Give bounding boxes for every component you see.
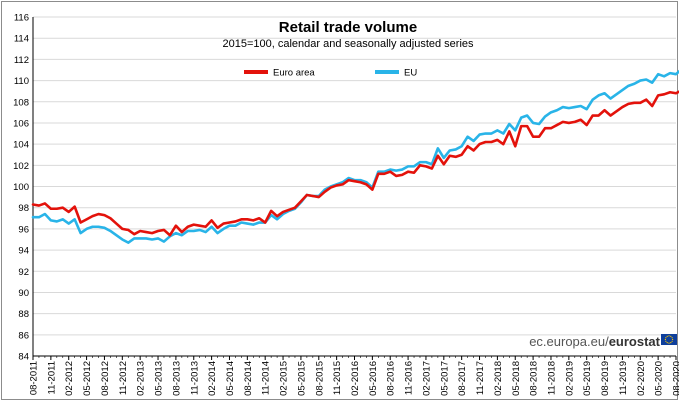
credit-eurostat: eurostat (609, 334, 661, 349)
x-tick-label: 05-2015 (296, 361, 307, 396)
flag-star (665, 340, 667, 342)
y-axis: 84 86 88 90 92 94 96 98 100 102 104 106 108 110 112 114… (13, 13, 34, 363)
x-axis: 08-2011 11-2011 02-2012 05-2012 08-2012 11-20… (29, 355, 680, 396)
series-line-euro-area (31, 90, 679, 237)
y-tick-label: 84 (18, 352, 29, 363)
y-tick-label: 86 (18, 330, 29, 341)
gridlines (33, 16, 676, 357)
flag-star (670, 342, 672, 344)
x-tick-label: 08-2011 (29, 361, 40, 395)
x-tick-label: 11-2016 (404, 361, 415, 395)
x-tick-label: 05-2013 (154, 361, 165, 396)
x-tick-label: 08-2014 (243, 361, 254, 396)
x-tick-label: 11-2015 (332, 361, 343, 395)
chart-header: Retail trade volume 2015=100, calendar a… (222, 19, 474, 50)
y-tick-label: 106 (13, 118, 29, 129)
x-tick-label: 02-2019 (564, 361, 575, 396)
source-credit-text: ec.europa.eu/eurostat (529, 334, 660, 349)
credit-prefix: ec.europa.eu/ (529, 334, 609, 349)
y-tick-label: 102 (13, 161, 29, 172)
flag-star (664, 338, 667, 341)
flag-star (670, 335, 672, 337)
x-tick-label: 08-2012 (100, 361, 111, 396)
x-tick-label: 02-2013 (136, 361, 147, 396)
x-tick-label: 05-2012 (82, 361, 93, 396)
flag-star (665, 337, 667, 339)
x-tick-label: 11-2014 (261, 361, 272, 395)
y-tick-label: 94 (18, 246, 29, 257)
y-tick-label: 90 (18, 288, 29, 299)
x-tick-label: 08-2017 (457, 361, 468, 396)
x-tick-label: 02-2017 (421, 361, 432, 396)
y-tick-label: 88 (18, 309, 29, 320)
x-tick-label: 02-2012 (64, 361, 75, 396)
x-tick-label: 08-2016 (386, 361, 397, 396)
x-tick-label: 11-2013 (189, 361, 200, 395)
legend-label-euro-area: Euro area (273, 68, 315, 79)
flag-star (672, 338, 674, 341)
series-line-eu (31, 69, 679, 244)
y-tick-label: 112 (14, 55, 29, 66)
flag-field (661, 334, 677, 345)
x-tick-label: 08-2020 (672, 361, 680, 396)
x-tick-label: 05-2014 (225, 361, 236, 396)
y-tick-label: 116 (14, 13, 29, 24)
x-tick-label: 08-2018 (529, 361, 540, 396)
x-tick-label: 02-2020 (636, 361, 647, 396)
x-tick-label: 05-2017 (439, 361, 450, 396)
legend: Euro area EU (244, 68, 417, 79)
x-tick-label: 08-2019 (600, 361, 611, 396)
x-tick-label: 02-2014 (207, 361, 218, 396)
flag-star (671, 337, 673, 339)
flag-star (666, 342, 668, 344)
x-tick-label: 02-2018 (493, 361, 504, 396)
y-tick-label: 92 (18, 267, 29, 278)
flag-star (671, 340, 673, 342)
x-tick-label: 02-2015 (279, 361, 290, 396)
eu-flag-icon (661, 334, 677, 345)
x-tick-label: 02-2016 (350, 361, 361, 396)
chart-title: Retail trade volume (279, 19, 417, 36)
y-tick-label: 104 (13, 140, 29, 151)
flag-star (668, 342, 670, 344)
legend-label-eu: EU (404, 68, 417, 79)
chart-subtitle: 2015=100, calendar and seasonally adjust… (222, 38, 474, 50)
x-tick-label: 08-2015 (314, 361, 325, 396)
x-tick-label: 11-2017 (475, 361, 486, 395)
x-tick-label: 11-2012 (118, 361, 129, 395)
x-tick-label: 11-2011 (46, 361, 57, 394)
flag-star (666, 335, 668, 337)
x-tick-label: 05-2020 (654, 361, 665, 396)
x-tick-label: 05-2016 (368, 361, 379, 396)
y-tick-label: 114 (14, 34, 29, 45)
x-tick-label: 05-2018 (511, 361, 522, 396)
x-tick-label: 05-2019 (582, 361, 593, 396)
y-tick-label: 96 (18, 224, 29, 235)
flag-star (668, 335, 670, 337)
x-tick-label: 11-2018 (546, 361, 557, 395)
x-tick-label: 08-2013 (171, 361, 182, 396)
series-lines (31, 69, 679, 244)
source-credit: ec.europa.eu/eurostat (529, 334, 677, 349)
y-tick-label: 100 (13, 182, 29, 193)
x-tick-label: 11-2019 (618, 361, 629, 395)
y-tick-label: 98 (18, 203, 29, 214)
y-tick-label: 108 (13, 97, 29, 108)
y-tick-label: 110 (14, 76, 29, 87)
